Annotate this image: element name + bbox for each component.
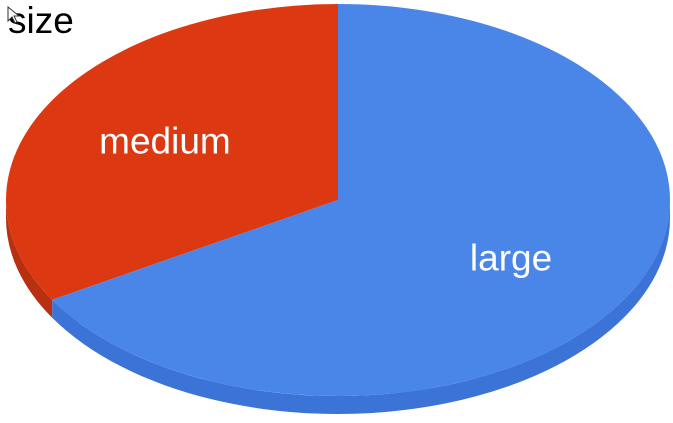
chart-title: size <box>8 0 74 41</box>
pie-slice-medium <box>6 4 338 300</box>
slice-label-large: large <box>470 237 552 278</box>
pie-slice-large <box>52 4 671 397</box>
pie-slices <box>6 4 671 397</box>
pie-side-medium <box>6 200 53 318</box>
slice-label-medium: medium <box>99 121 231 162</box>
pie-labels: medium large <box>99 121 552 279</box>
pie-sides <box>6 200 671 414</box>
